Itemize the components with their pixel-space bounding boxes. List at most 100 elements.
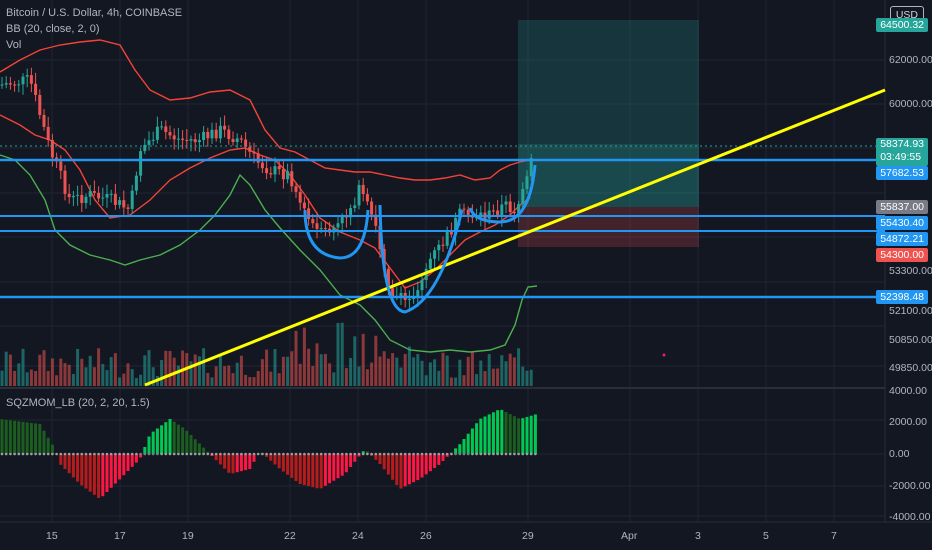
momentum-bar xyxy=(529,415,533,454)
momentum-bar xyxy=(29,422,33,454)
volume-bar xyxy=(223,366,227,386)
price-tag-55837: 55837.00 xyxy=(876,200,928,214)
squeeze-dot xyxy=(408,452,411,456)
candle-body xyxy=(113,193,117,205)
momentum-bar xyxy=(395,454,399,485)
volume-bar xyxy=(168,351,172,386)
squeeze-dot xyxy=(324,452,327,456)
volume-bar xyxy=(361,333,365,386)
volume-bar xyxy=(487,354,491,386)
candle-body xyxy=(332,227,336,233)
candle-body xyxy=(164,126,168,133)
candle-body xyxy=(50,140,54,158)
squeeze-dot xyxy=(500,452,504,456)
momentum-bar xyxy=(479,418,483,454)
momentum-bar xyxy=(437,454,441,465)
cup-drawing-3[interactable] xyxy=(468,164,537,224)
oscillator-legend[interactable]: SQZMOM_LB (20, 2, 20, 1.5) xyxy=(6,397,150,409)
momentum-bar xyxy=(80,454,84,486)
squeeze-dot xyxy=(139,452,142,456)
squeeze-dot xyxy=(51,452,54,456)
bb-legend[interactable]: BB (20, close, 2, 0) xyxy=(6,23,100,35)
candle-body xyxy=(84,196,88,204)
squeeze-dot xyxy=(93,452,96,456)
momentum-bar xyxy=(164,422,168,454)
momentum-bar xyxy=(512,416,516,454)
candle-body xyxy=(8,83,12,85)
candle-body xyxy=(311,219,315,224)
symbol-legend[interactable]: Bitcoin / U.S. Dollar, 4h, COINBASE xyxy=(6,7,183,19)
momentum-bar xyxy=(13,420,17,454)
time-label: 7 xyxy=(831,530,837,542)
squeeze-dot xyxy=(172,452,176,456)
candle-body xyxy=(340,216,344,224)
momentum-bar xyxy=(487,414,491,454)
squeeze-dot xyxy=(55,452,58,456)
momentum-bar xyxy=(307,454,311,487)
candle-body xyxy=(88,191,92,197)
candle-body xyxy=(428,258,432,269)
volume-bar xyxy=(328,363,332,386)
time-label: 29 xyxy=(522,530,534,542)
candle-body xyxy=(454,217,458,235)
squeeze-dot xyxy=(303,452,306,456)
squeeze-dot xyxy=(483,452,487,456)
time-label: Apr xyxy=(621,530,638,542)
candle-body xyxy=(109,193,113,195)
squeeze-dot xyxy=(340,452,344,456)
squeeze-dot xyxy=(76,452,79,456)
squeeze-dot xyxy=(4,452,8,456)
osc-label: 2000.00 xyxy=(889,416,927,428)
momentum-bar xyxy=(38,423,42,454)
momentum-bar xyxy=(470,428,474,454)
volume-bar xyxy=(181,350,185,386)
momentum-bar xyxy=(323,454,327,486)
volume-bar xyxy=(281,356,285,386)
momentum-bar xyxy=(433,454,437,469)
candle-body xyxy=(277,166,281,170)
momentum-bar xyxy=(265,454,269,457)
candle-body xyxy=(441,244,445,246)
momentum-bar xyxy=(189,435,193,454)
trendline[interactable] xyxy=(144,88,886,387)
volume-bar xyxy=(84,367,88,386)
squeeze-dot xyxy=(496,452,499,456)
squeeze-dot xyxy=(210,452,214,456)
candle-body xyxy=(370,201,374,215)
momentum-bar xyxy=(235,454,239,473)
volume-bar xyxy=(433,359,437,386)
volume-legend[interactable]: Vol xyxy=(6,39,22,51)
volume-bar xyxy=(260,359,264,386)
cup-drawing-1[interactable] xyxy=(303,209,370,260)
momentum-bar xyxy=(113,454,117,484)
squeeze-dot xyxy=(504,452,508,456)
squeeze-dot xyxy=(366,452,369,456)
momentum-bar xyxy=(143,447,147,454)
volume-bar xyxy=(63,363,67,386)
candle-body xyxy=(46,126,50,141)
volume-bar xyxy=(25,372,29,386)
squeeze-dot xyxy=(38,452,42,456)
volume-bar xyxy=(50,358,54,386)
momentum-bar xyxy=(462,439,466,454)
price-label: 52100.00 xyxy=(889,305,932,317)
bar-countdown: 03:49:55 xyxy=(880,151,922,163)
grid xyxy=(0,0,885,522)
long-position-loss-zone[interactable] xyxy=(518,207,699,247)
momentum-bar xyxy=(88,454,92,492)
volume-bar xyxy=(454,377,458,386)
candle-body xyxy=(496,210,500,216)
candle-body xyxy=(71,195,75,198)
squeeze-dot xyxy=(345,452,348,456)
squeeze-dot xyxy=(529,452,533,456)
momentum-bar xyxy=(315,454,319,489)
squeeze-dot xyxy=(84,452,88,456)
candle-body xyxy=(265,168,269,174)
bb-upper-band xyxy=(0,39,531,181)
candle-body xyxy=(231,139,235,143)
volume-bar xyxy=(76,348,80,386)
cup-drawing-2[interactable] xyxy=(378,204,464,314)
osc-label: 0.00 xyxy=(889,448,910,460)
volume-bar xyxy=(38,354,42,386)
